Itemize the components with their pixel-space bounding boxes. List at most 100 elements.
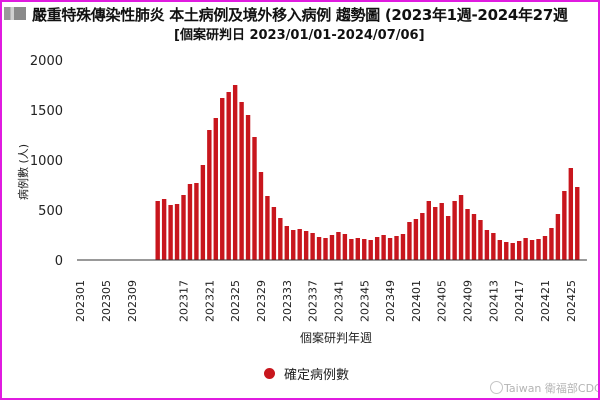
- bar: [368, 240, 373, 260]
- bar: [555, 214, 561, 260]
- x-tick-label: 202309: [126, 280, 139, 322]
- x-tick-label: 202413: [487, 280, 500, 322]
- bar: [387, 238, 393, 260]
- bar: [529, 240, 535, 260]
- bar: [284, 226, 289, 260]
- x-tick-label: 202345: [358, 280, 371, 322]
- bar: [168, 205, 173, 260]
- chart-subtitle: [個案研判日 2023/01/01-2024/07/06]: [174, 28, 425, 43]
- bar: [362, 239, 367, 260]
- x-tick-label: 202317: [178, 280, 191, 322]
- bar: [452, 201, 457, 260]
- x-tick-label: 202421: [539, 280, 552, 322]
- bar: [232, 85, 238, 260]
- bar: [562, 191, 567, 260]
- bar: [226, 92, 231, 260]
- x-tick-label: 202329: [255, 280, 268, 322]
- x-tick-label: 202401: [410, 280, 423, 322]
- bar: [523, 238, 528, 260]
- bar: [497, 240, 502, 260]
- bar: [181, 195, 186, 260]
- x-tick-label: 202305: [100, 280, 113, 322]
- bar: [458, 195, 464, 260]
- bar: [187, 184, 193, 260]
- bar: [355, 238, 360, 260]
- bar: [342, 234, 348, 260]
- bar: [194, 183, 199, 260]
- bar: [349, 239, 354, 260]
- bar: [549, 228, 554, 260]
- y-tick-label: 500: [38, 204, 63, 219]
- x-tick-label: 202301: [74, 280, 87, 322]
- bar: [484, 230, 490, 260]
- bar: [291, 230, 296, 260]
- legend-marker-icon: [264, 368, 275, 379]
- bar: [278, 218, 283, 260]
- bar: [297, 229, 302, 260]
- bar: [220, 98, 225, 260]
- bar: [303, 231, 309, 260]
- bar: [575, 187, 580, 260]
- y-tick-label: 1500: [30, 104, 63, 119]
- bar: [245, 115, 251, 260]
- bar: [471, 214, 477, 260]
- x-axis-label: 個案研判年週: [300, 330, 372, 345]
- bar: [510, 243, 515, 260]
- bar: [536, 239, 541, 260]
- x-tick-label: 202321: [203, 280, 216, 322]
- bar: [420, 213, 425, 260]
- bar: [413, 219, 419, 260]
- bar: [265, 196, 270, 260]
- bar: [316, 237, 322, 260]
- bar: [323, 238, 328, 260]
- bar: [239, 102, 244, 260]
- bar: [271, 207, 277, 260]
- title-thumbnail-icon: [4, 7, 26, 20]
- y-axis-label: 病例數 (人): [16, 144, 30, 200]
- x-tick-label: 202409: [462, 280, 475, 322]
- bar: [155, 201, 160, 260]
- x-tick-label: 202333: [281, 280, 294, 322]
- x-tick-label: 202417: [513, 280, 526, 322]
- bar: [407, 222, 412, 260]
- bar: [374, 237, 380, 260]
- y-tick-label: 0: [55, 254, 63, 269]
- bar: [213, 118, 218, 260]
- bar: [161, 199, 167, 260]
- bar: [329, 235, 335, 260]
- title-row: 嚴重特殊傳染性肺炎 本土病例及境外移入病例 趨勢圖 (2023年1週-2024年…: [2, 4, 598, 24]
- bar: [568, 168, 574, 260]
- watermark: Taiwan 衛福部CDC: [504, 382, 600, 395]
- x-tick-label: 202341: [332, 280, 345, 322]
- bar: [504, 242, 509, 260]
- x-tick-label: 202405: [436, 280, 449, 322]
- bar: [439, 203, 444, 260]
- bar: [433, 207, 438, 260]
- bar: [465, 209, 470, 260]
- bar: [394, 236, 399, 260]
- bar: [516, 241, 522, 260]
- chart-title: 嚴重特殊傳染性肺炎 本土病例及境外移入病例 趨勢圖 (2023年1週-2024年…: [32, 6, 568, 24]
- bar: [310, 233, 315, 260]
- bar: [252, 137, 257, 260]
- x-tick-label: 202337: [307, 280, 320, 322]
- bar: [491, 233, 496, 260]
- x-tick-label: 202349: [384, 280, 397, 322]
- watermark-logo-icon: [490, 381, 503, 394]
- legend-label: 確定病例數: [284, 368, 350, 383]
- bar: [542, 236, 548, 260]
- bar: [478, 220, 483, 260]
- bar: [381, 235, 386, 260]
- bar: [200, 165, 206, 260]
- y-tick-label: 1000: [30, 154, 63, 169]
- x-tick-label: 202425: [565, 280, 578, 322]
- x-tick-label: 202325: [229, 280, 242, 322]
- bar: [207, 130, 212, 260]
- y-tick-label: 2000: [30, 54, 63, 69]
- bar: [174, 204, 180, 260]
- bar: [336, 232, 341, 260]
- bar: [400, 234, 406, 260]
- bar: [445, 216, 451, 260]
